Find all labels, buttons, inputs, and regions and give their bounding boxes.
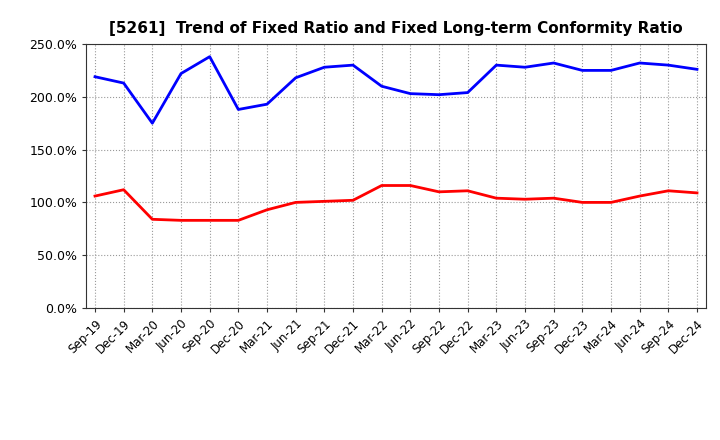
Fixed Long-term Conformity Ratio [607,200,616,205]
Line: Fixed Long-term Conformity Ratio: Fixed Long-term Conformity Ratio [95,186,697,220]
Fixed Ratio [320,65,328,70]
Fixed Ratio [693,67,701,72]
Line: Fixed Ratio: Fixed Ratio [95,57,697,123]
Fixed Long-term Conformity Ratio [263,207,271,213]
Fixed Long-term Conformity Ratio [176,218,185,223]
Fixed Ratio [234,107,243,112]
Fixed Long-term Conformity Ratio [148,216,157,222]
Fixed Ratio [435,92,444,97]
Fixed Ratio [377,84,386,89]
Fixed Long-term Conformity Ratio [377,183,386,188]
Fixed Long-term Conformity Ratio [234,218,243,223]
Title: [5261]  Trend of Fixed Ratio and Fixed Long-term Conformity Ratio: [5261] Trend of Fixed Ratio and Fixed Lo… [109,21,683,36]
Fixed Ratio [607,68,616,73]
Fixed Long-term Conformity Ratio [348,198,357,203]
Fixed Long-term Conformity Ratio [664,188,672,194]
Fixed Long-term Conformity Ratio [693,190,701,195]
Fixed Long-term Conformity Ratio [578,200,587,205]
Fixed Long-term Conformity Ratio [406,183,415,188]
Fixed Long-term Conformity Ratio [464,188,472,194]
Fixed Long-term Conformity Ratio [120,187,128,192]
Fixed Ratio [549,60,558,66]
Fixed Ratio [263,102,271,107]
Fixed Ratio [148,121,157,126]
Fixed Long-term Conformity Ratio [435,189,444,194]
Fixed Long-term Conformity Ratio [91,194,99,199]
Fixed Ratio [91,74,99,79]
Fixed Ratio [664,62,672,68]
Fixed Ratio [521,65,529,70]
Fixed Long-term Conformity Ratio [292,200,300,205]
Fixed Long-term Conformity Ratio [320,199,328,204]
Fixed Ratio [464,90,472,95]
Fixed Ratio [176,71,185,76]
Fixed Ratio [120,81,128,86]
Fixed Ratio [635,60,644,66]
Fixed Ratio [205,54,214,59]
Fixed Long-term Conformity Ratio [205,218,214,223]
Fixed Ratio [406,91,415,96]
Fixed Long-term Conformity Ratio [492,195,500,201]
Fixed Long-term Conformity Ratio [635,194,644,199]
Fixed Ratio [292,75,300,81]
Fixed Ratio [578,68,587,73]
Fixed Ratio [348,62,357,68]
Fixed Long-term Conformity Ratio [521,197,529,202]
Fixed Ratio [492,62,500,68]
Fixed Long-term Conformity Ratio [549,195,558,201]
